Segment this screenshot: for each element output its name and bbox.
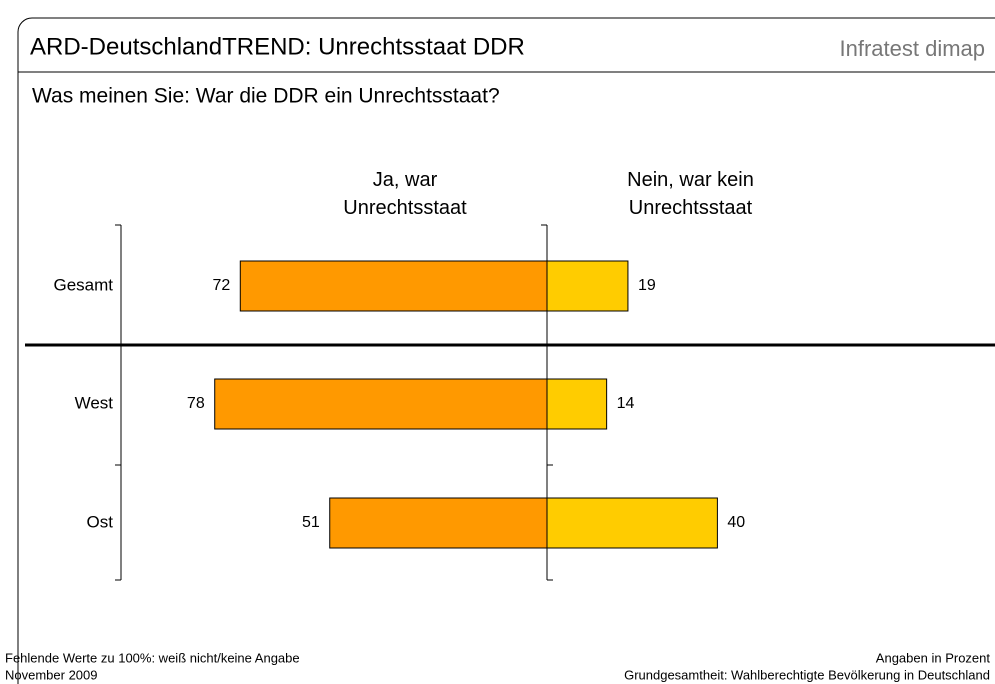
- brand: Infratest dimap: [839, 36, 985, 61]
- value-label: 14: [617, 395, 635, 412]
- subtitle: Was meinen Sie: War die DDR ein Unrechts…: [32, 85, 500, 108]
- value-label: 19: [638, 277, 656, 294]
- series-header: Ja, war Unrechtsstaat: [343, 169, 467, 219]
- frame: [17, 17, 995, 684]
- value-label: 51: [302, 514, 320, 531]
- footnote: Angaben in Prozent: [876, 650, 991, 665]
- bar: [214, 378, 548, 430]
- bar: [546, 378, 608, 430]
- footnote: November 2009: [5, 667, 98, 682]
- category-label: West: [75, 393, 114, 412]
- bar: [546, 260, 629, 312]
- category-label: Gesamt: [53, 275, 113, 294]
- value-label: 40: [727, 514, 745, 531]
- bar: [329, 497, 548, 549]
- series-header: Nein, war kein Unrechtsstaat: [627, 169, 754, 219]
- value-label: 72: [212, 277, 230, 294]
- footnote: Grundgesamtheit: Wahlberechtigte Bevölke…: [624, 667, 990, 682]
- bar: [239, 260, 548, 312]
- bar: [546, 497, 718, 549]
- footnote: Fehlende Werte zu 100%: weiß nicht/keine…: [5, 650, 300, 665]
- category-label: Ost: [87, 512, 114, 531]
- value-label: 78: [187, 395, 205, 412]
- chart-title: ARD-DeutschlandTREND: Unrechtsstaat DDR: [30, 33, 525, 60]
